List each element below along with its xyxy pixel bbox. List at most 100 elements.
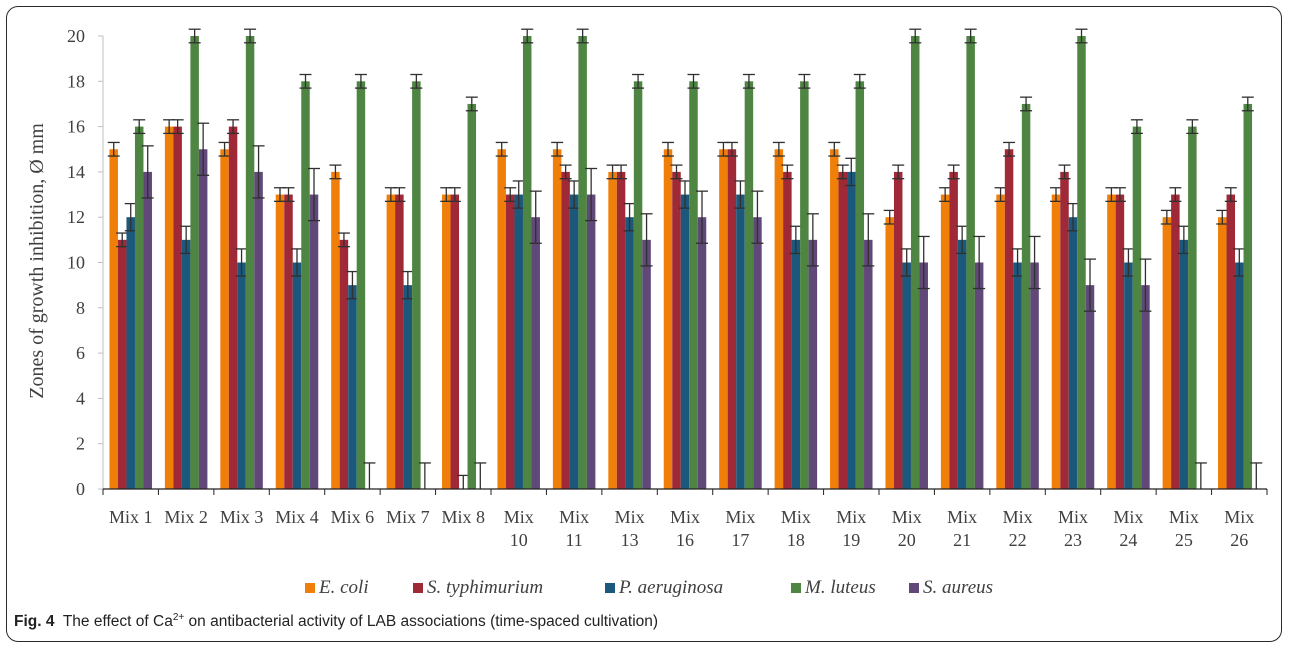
legend-item: E. coli [305,577,369,598]
figure-frame [6,6,1282,642]
bar [966,36,975,489]
bar [1004,149,1014,489]
legend-swatch [605,583,615,593]
bar [228,126,238,489]
bar [1243,103,1253,489]
bar [697,217,707,489]
legend-swatch [305,583,315,593]
bar [531,217,540,489]
bar [672,171,681,489]
x-tick-label: Mix 10 [504,507,534,550]
bar [1060,171,1069,489]
error-bar [725,141,738,157]
error-bar [853,73,866,89]
bar [395,194,404,490]
figure-label: Fig. 4 [14,613,55,631]
bar [356,81,366,490]
bar [309,194,319,490]
error-bar [1122,248,1135,277]
x-tick-label: Mix 19 [836,507,866,550]
bar [245,36,255,489]
error-bar [939,187,952,202]
caption-text-after: on antibacterial activity of LAB associa… [184,613,659,631]
bar [126,217,135,489]
error-bar [1233,248,1246,277]
error-bar [448,187,461,202]
bar [198,149,208,489]
error-bar [956,225,969,255]
bar [893,171,903,489]
error-bar [465,96,478,112]
error-bar [495,141,508,157]
error-bar [354,73,367,89]
bar [1188,126,1197,489]
bar [885,217,894,489]
bar [608,171,617,489]
error-bar [1011,248,1024,277]
error-bar [1224,187,1237,202]
legend-label: S. aureus [923,577,993,598]
bar [1021,103,1031,489]
bar [586,194,596,490]
x-tick-label: Mix 6 [331,507,375,527]
error-bar [363,462,376,489]
error-bar [299,73,312,89]
bar [164,126,174,489]
error-bar [244,28,257,44]
bar [237,262,246,489]
error-bar [291,248,303,277]
bar [1085,285,1095,489]
bar [800,81,809,490]
error-bar [171,119,184,135]
legend: E. coli S. typhimurium P. aeruginosa M. lut… [305,577,993,598]
bar [254,171,263,489]
figure-caption: Fig. 4 The effect of Ca2+ on antibacteri… [14,612,658,631]
bar [838,171,848,489]
x-axis: Mix 1 Mix 2 Mix 3 Mix 4 Mix 6 Mix 7 Mix 8 Mix 10… [102,488,1268,550]
bar [284,194,293,490]
legend-item: S. typhimurium [413,577,543,598]
error-bar [696,190,708,244]
bar [783,171,792,489]
error-bar [401,270,414,300]
bar [514,194,523,490]
bar [522,36,532,489]
bar [181,239,191,489]
bar [220,149,229,489]
error-bar [973,235,986,290]
bar [736,194,745,490]
bar [753,217,762,489]
error-bar [576,28,589,44]
x-tick-label: Mix 16 [670,507,700,550]
error-bar [883,209,896,225]
error-bar [1113,187,1126,202]
bar [505,194,515,490]
bar [1171,194,1180,490]
error-bar [180,225,193,255]
bar [386,194,396,490]
bar [902,262,911,489]
error-bar [1020,96,1033,112]
bar [633,81,643,490]
error-bar [623,202,636,232]
x-tick-label: Mix 25 [1169,507,1199,550]
error-bar [1169,187,1182,202]
bar [744,81,754,490]
error-bar [781,164,794,180]
plot-area [107,28,1263,490]
error-bar [521,28,534,44]
error-bar [337,232,350,248]
bar [143,171,152,489]
error-bar [197,122,210,176]
bar [830,149,839,489]
x-tick-label: Mix 22 [1003,507,1033,550]
bar [864,239,873,489]
bar [1226,194,1236,490]
error-bar [670,164,683,180]
bar [1107,194,1116,490]
bar [689,81,698,490]
bar [569,194,579,490]
bar [552,149,562,489]
bar [727,149,737,489]
bar [996,194,1005,490]
